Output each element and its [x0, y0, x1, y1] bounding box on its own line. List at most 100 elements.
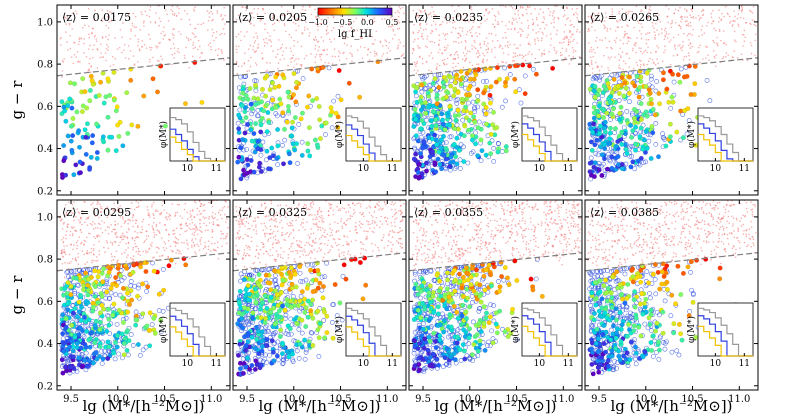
hi-point [63, 364, 68, 370]
red-point [222, 207, 224, 209]
hi-point [65, 280, 71, 286]
hi-point [504, 76, 510, 82]
red-point [276, 53, 279, 55]
hi-point [100, 134, 106, 140]
red-point [133, 239, 136, 242]
red-point [448, 21, 451, 23]
hi-point [113, 339, 118, 345]
red-point [356, 29, 359, 32]
red-point [636, 64, 639, 67]
hi-point [76, 128, 82, 134]
red-point [461, 18, 464, 21]
red-point [305, 204, 307, 206]
red-point [194, 6, 196, 9]
red-point [152, 256, 155, 258]
red-point [178, 51, 180, 54]
red-point [331, 63, 334, 65]
y-tick-label: 1.0 [37, 212, 53, 223]
hi-point [413, 151, 419, 157]
red-point [70, 56, 73, 58]
open-point [137, 352, 143, 358]
hi-point [97, 327, 103, 332]
red-point [705, 24, 708, 27]
red-point [183, 241, 185, 244]
red-point [611, 47, 613, 50]
panel-frame [584, 4, 759, 196]
red-point [75, 241, 78, 244]
red-point [301, 213, 303, 216]
hi-point [445, 90, 451, 96]
red-point [464, 48, 467, 50]
red-point [295, 196, 297, 198]
panel-title: ⟨z⟩ = 0.0175 [62, 11, 131, 24]
red-point [125, 242, 127, 245]
red-point [428, 13, 431, 16]
red-point [306, 2, 308, 4]
red-point [514, 52, 517, 55]
red-point [688, 58, 691, 61]
red-point [139, 28, 142, 31]
red-point [457, 15, 459, 17]
red-point [653, 31, 656, 33]
red-point [190, 38, 192, 41]
red-point [327, 252, 329, 254]
red-point [471, 19, 474, 22]
red-point [433, 13, 436, 16]
red-point [628, 36, 630, 39]
hi-point [475, 125, 481, 131]
hi-point [602, 141, 608, 147]
red-point [301, 250, 304, 252]
red-point [386, 57, 389, 60]
red-point [239, 235, 242, 238]
red-point [224, 14, 227, 17]
open-point [598, 163, 604, 169]
red-point [442, 32, 445, 35]
red-point [214, 187, 216, 189]
red-point [681, 49, 683, 52]
red-point [337, 55, 340, 58]
red-point [72, 207, 74, 210]
red-point [518, 17, 521, 19]
red-point [302, 206, 305, 208]
red-point [205, 196, 207, 198]
red-point [221, 209, 223, 212]
red-point [477, 1, 479, 3]
red-point [495, 34, 497, 36]
red-point [343, 42, 346, 45]
red-point [236, 51, 238, 54]
red-point [417, 37, 419, 40]
red-point [297, 216, 300, 218]
red-point [100, 52, 102, 54]
red-point [653, 27, 655, 30]
red-point [242, 222, 244, 225]
hi-point [65, 103, 71, 109]
red-point [299, 64, 302, 66]
hi-point [113, 275, 119, 281]
red-point [179, 33, 182, 36]
red-point [188, 18, 191, 21]
red-point [401, 6, 404, 9]
red-point [244, 6, 247, 9]
red-point [245, 254, 247, 257]
red-point [656, 29, 659, 32]
red-point [607, 56, 610, 59]
hi-point [104, 289, 110, 295]
red-point [116, 48, 119, 50]
red-point [611, 16, 614, 18]
red-point [254, 50, 256, 53]
red-point [113, 255, 116, 258]
red-point [543, 16, 545, 18]
red-point [68, 22, 71, 25]
red-point [278, 241, 280, 243]
red-point [511, 7, 514, 9]
red-point [239, 221, 241, 223]
red-point [64, 204, 67, 206]
red-point [614, 29, 617, 32]
red-point [267, 238, 270, 240]
hi-point [333, 110, 339, 116]
red-point [402, 45, 405, 47]
red-point [250, 240, 253, 243]
open-point [123, 315, 129, 321]
red-point [132, 55, 135, 57]
red-point [183, 54, 186, 57]
